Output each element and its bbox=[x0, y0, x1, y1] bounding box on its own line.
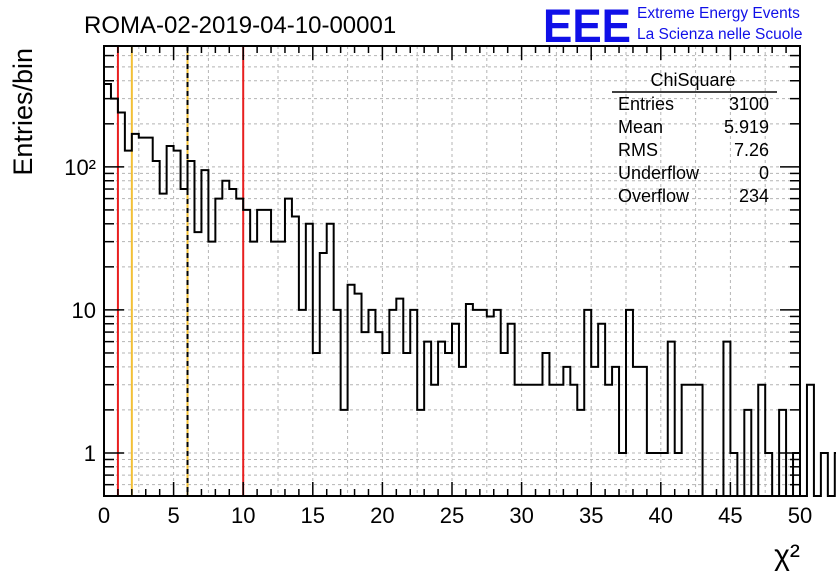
x-axis-label: χ² bbox=[774, 539, 800, 572]
x-tick-label: 50 bbox=[788, 503, 812, 528]
x-tick-label: 35 bbox=[579, 503, 603, 528]
logo-line-2: La Scienza nelle Scuole bbox=[637, 26, 802, 43]
stats-label: Overflow bbox=[618, 186, 690, 206]
x-tick-label: 25 bbox=[440, 503, 464, 528]
x-tick-label: 5 bbox=[167, 503, 179, 528]
x-tick-label: 10 bbox=[231, 503, 255, 528]
stats-title: ChiSquare bbox=[650, 70, 735, 90]
stats-row: RMS 7.26 bbox=[618, 140, 769, 160]
x-tick-label: 20 bbox=[370, 503, 394, 528]
logo-mark: EEE bbox=[543, 0, 631, 52]
histogram-outline bbox=[103, 82, 836, 497]
stats-label: RMS bbox=[618, 140, 658, 160]
stats-value: 234 bbox=[739, 186, 769, 206]
y-tick-label: 10 bbox=[72, 298, 96, 323]
y-tick-label: 1 bbox=[84, 441, 96, 466]
x-tick-labels: 0 5 10 15 20 25 30 35 40 45 50 bbox=[98, 503, 812, 528]
y-axis-label: Entries/bin bbox=[8, 48, 38, 176]
stats-row: Entries 3100 bbox=[618, 94, 769, 114]
stats-label: Underflow bbox=[618, 163, 700, 183]
stats-row: Mean 5.919 bbox=[618, 117, 769, 137]
stats-row: Underflow 0 bbox=[618, 163, 769, 183]
x-tick-label: 40 bbox=[649, 503, 673, 528]
y-tick-labels: 1 10 10² bbox=[64, 155, 96, 466]
stats-label: Entries bbox=[618, 94, 674, 114]
stats-label: Mean bbox=[618, 117, 663, 137]
stats-value: 3100 bbox=[729, 94, 769, 114]
chart-title: ROMA-02-2019-04-10-00001 bbox=[84, 12, 396, 39]
logo-line-1: Extreme Energy Events bbox=[637, 5, 800, 22]
x-tick-label: 30 bbox=[509, 503, 533, 528]
stats-row: Overflow 234 bbox=[618, 186, 769, 206]
x-tick-label: 15 bbox=[301, 503, 325, 528]
x-tick-label: 0 bbox=[98, 503, 110, 528]
stats-value: 7.26 bbox=[734, 140, 769, 160]
stats-value: 5.919 bbox=[724, 117, 769, 137]
reference-lines bbox=[116, 46, 245, 496]
eee-logo: EEE Extreme Energy Events La Scienza nel… bbox=[543, 0, 802, 52]
stats-value: 0 bbox=[759, 163, 769, 183]
stats-box: ChiSquare Entries 3100 Mean 5.919 RMS 7.… bbox=[612, 70, 777, 206]
y-tick-label: 10² bbox=[64, 155, 96, 180]
x-tick-label: 45 bbox=[718, 503, 742, 528]
axis-ticks bbox=[103, 46, 801, 496]
